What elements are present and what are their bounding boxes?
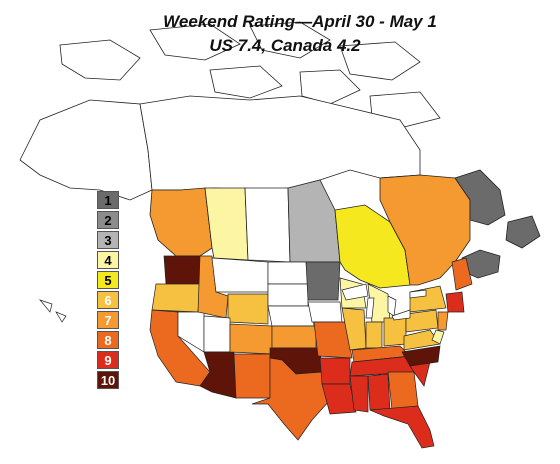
state-kansas xyxy=(271,325,317,349)
region-saskatchewan xyxy=(244,187,291,263)
state-alabama xyxy=(367,373,391,411)
state-washington xyxy=(163,255,201,285)
state-missouri xyxy=(313,321,353,359)
state-montana xyxy=(211,257,269,293)
state-texas xyxy=(251,357,331,441)
state-new-york xyxy=(409,285,447,313)
region-united-states xyxy=(149,255,473,449)
region-ontario xyxy=(334,204,411,289)
state-arkansas xyxy=(319,357,351,385)
state-pennsylvania xyxy=(405,309,439,333)
region-british-columbia xyxy=(149,187,213,257)
rating-legend: 1 2 3 4 5 6 7 8 9 10 xyxy=(97,191,121,391)
state-louisiana xyxy=(321,383,357,415)
state-delaware xyxy=(431,329,445,345)
state-new-mexico xyxy=(233,353,271,399)
region-manitoba xyxy=(287,179,341,263)
map-title: Weekend Rating—April 30 - May 1 xyxy=(163,12,437,31)
state-new-jersey xyxy=(437,311,449,331)
state-iowa xyxy=(307,301,343,323)
state-north-carolina xyxy=(401,345,441,367)
state-massachusetts xyxy=(445,291,465,313)
map-subtitle: US 7.4, Canada 4.2 xyxy=(209,36,361,55)
state-indiana xyxy=(365,321,383,349)
legend-swatch-2: 2 xyxy=(97,211,119,229)
legend-swatch-10: 10 xyxy=(97,371,119,389)
state-maine xyxy=(451,257,473,291)
state-utah xyxy=(203,315,231,353)
state-colorado xyxy=(229,323,273,355)
region-newfoundland-island xyxy=(505,215,541,249)
state-minnesota xyxy=(305,261,341,301)
region-newfoundland-labrador xyxy=(454,169,506,226)
great-lakes xyxy=(341,283,427,321)
legend-swatch-7: 7 xyxy=(97,311,119,329)
hawaii xyxy=(38,299,67,323)
legend-swatch-3: 3 xyxy=(97,231,119,249)
state-oregon xyxy=(151,283,201,313)
legend-swatch-6: 6 xyxy=(97,291,119,309)
arctic-islands xyxy=(59,21,441,129)
legend-swatch-4: 4 xyxy=(97,251,119,269)
state-florida xyxy=(369,405,435,449)
state-georgia xyxy=(387,371,419,411)
region-alberta xyxy=(204,187,249,261)
state-wyoming xyxy=(227,293,269,325)
legend-swatch-1: 1 xyxy=(97,191,119,209)
region-alaska xyxy=(19,99,153,201)
state-ohio xyxy=(383,317,407,347)
state-nebraska xyxy=(267,305,315,327)
state-south-dakota xyxy=(267,283,309,307)
legend-swatch-8: 8 xyxy=(97,331,119,349)
state-mississippi xyxy=(349,375,369,413)
legend-swatch-5: 5 xyxy=(97,271,119,289)
legend-swatch-9: 9 xyxy=(97,351,119,369)
state-north-dakota xyxy=(267,261,309,285)
